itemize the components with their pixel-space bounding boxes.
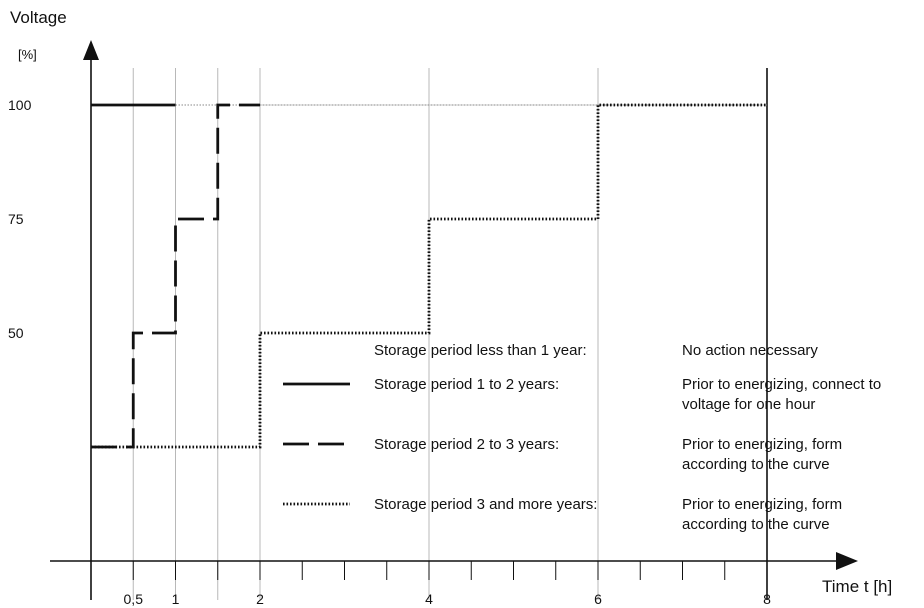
legend-action: Prior to energizing, form [682,436,842,453]
legend-action: voltage for one hour [682,396,815,413]
y-axis-label: Voltage [10,8,67,27]
legend-action: Prior to energizing, connect to [682,376,881,393]
x-tick-label: 6 [594,591,602,607]
legend-label: Storage period 3 and more years: [374,496,597,513]
x-tick-label: 8 [763,591,771,607]
x-axis-label: Time t [h] [822,577,892,596]
y-axis-arrow [83,40,99,60]
x-tick-label: 1 [172,591,180,607]
y-tick-label: 100 [8,97,32,113]
series-line-dashed [91,103,260,449]
y-tick-label: 50 [8,325,24,341]
y-tick-label: 75 [8,211,24,227]
legend-action: according to the curve [682,456,830,473]
legend-label: Storage period less than 1 year: [374,342,587,359]
x-tick-label: 0,5 [124,591,144,607]
x-tick-label: 2 [256,591,264,607]
series-line-dotted [91,103,767,449]
y-axis-unit: [%] [18,47,37,62]
legend-label: Storage period 2 to 3 years: [374,436,559,453]
x-axis-arrow [836,552,858,570]
legend-label: Storage period 1 to 2 years: [374,376,559,393]
legend-action: according to the curve [682,516,830,533]
legend-action: Prior to energizing, form [682,496,842,513]
legend-action: No action necessary [682,342,818,359]
x-tick-label: 4 [425,591,433,607]
